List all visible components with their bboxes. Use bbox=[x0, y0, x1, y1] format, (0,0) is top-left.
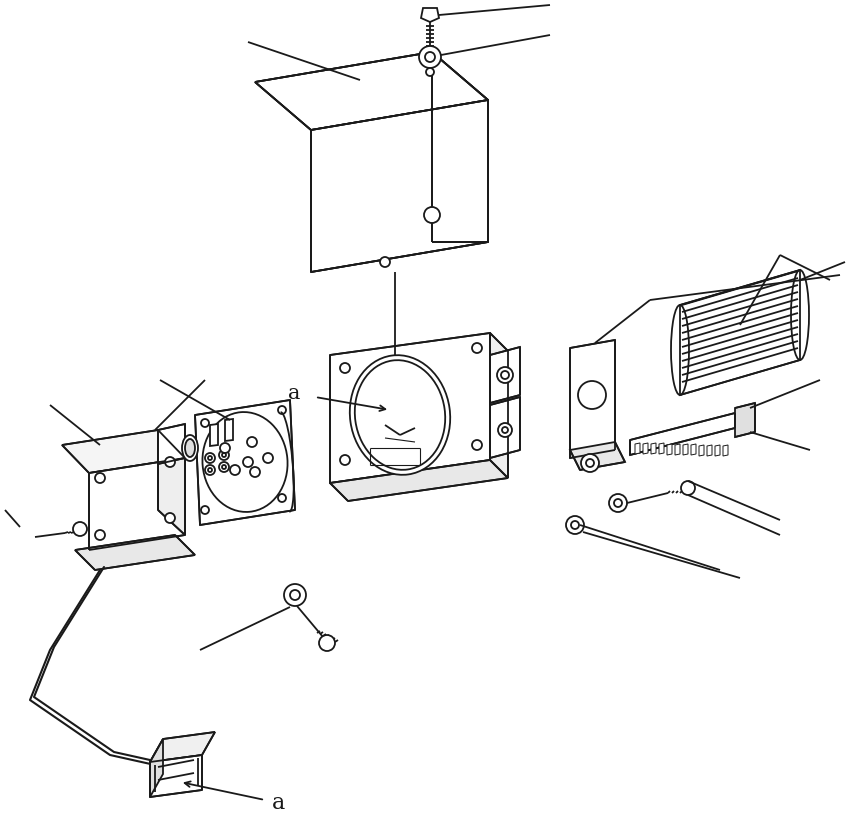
Polygon shape bbox=[490, 333, 508, 478]
Polygon shape bbox=[210, 424, 218, 446]
Ellipse shape bbox=[791, 270, 809, 360]
Polygon shape bbox=[570, 442, 625, 470]
Circle shape bbox=[95, 530, 105, 540]
Circle shape bbox=[208, 468, 212, 472]
Circle shape bbox=[250, 467, 260, 477]
Circle shape bbox=[497, 367, 513, 383]
Polygon shape bbox=[311, 100, 488, 272]
Circle shape bbox=[222, 453, 226, 457]
Polygon shape bbox=[723, 445, 728, 456]
Circle shape bbox=[290, 590, 300, 600]
Polygon shape bbox=[158, 424, 185, 464]
Polygon shape bbox=[432, 52, 488, 242]
Circle shape bbox=[208, 456, 212, 460]
Text: a: a bbox=[272, 792, 286, 814]
Circle shape bbox=[426, 68, 434, 76]
Circle shape bbox=[165, 513, 175, 523]
Circle shape bbox=[571, 521, 579, 529]
Polygon shape bbox=[675, 444, 680, 455]
Circle shape bbox=[205, 453, 215, 463]
Polygon shape bbox=[707, 445, 712, 456]
Polygon shape bbox=[311, 100, 488, 272]
Circle shape bbox=[73, 522, 87, 536]
Polygon shape bbox=[89, 458, 185, 550]
Polygon shape bbox=[490, 397, 520, 458]
Circle shape bbox=[424, 207, 440, 223]
Circle shape bbox=[614, 499, 622, 507]
Circle shape bbox=[498, 423, 512, 437]
Circle shape bbox=[205, 465, 215, 475]
Circle shape bbox=[340, 455, 350, 465]
Polygon shape bbox=[62, 430, 185, 473]
Polygon shape bbox=[255, 52, 488, 130]
Polygon shape bbox=[255, 52, 488, 130]
Polygon shape bbox=[75, 535, 195, 570]
Polygon shape bbox=[490, 347, 520, 403]
Circle shape bbox=[586, 459, 594, 467]
Circle shape bbox=[278, 406, 286, 414]
Polygon shape bbox=[667, 444, 672, 455]
Circle shape bbox=[201, 506, 209, 514]
Circle shape bbox=[380, 257, 390, 267]
Circle shape bbox=[425, 52, 435, 62]
Circle shape bbox=[501, 371, 509, 379]
Circle shape bbox=[566, 516, 584, 534]
Circle shape bbox=[222, 465, 226, 469]
Polygon shape bbox=[195, 400, 295, 525]
Circle shape bbox=[340, 363, 350, 373]
Polygon shape bbox=[630, 413, 735, 455]
Polygon shape bbox=[432, 52, 488, 242]
Circle shape bbox=[201, 419, 209, 427]
Ellipse shape bbox=[182, 435, 198, 461]
Circle shape bbox=[502, 427, 508, 433]
Polygon shape bbox=[691, 444, 696, 455]
Polygon shape bbox=[150, 739, 163, 797]
Polygon shape bbox=[651, 443, 656, 454]
Circle shape bbox=[681, 481, 695, 495]
Circle shape bbox=[278, 494, 286, 502]
Polygon shape bbox=[421, 8, 439, 22]
Ellipse shape bbox=[185, 439, 195, 457]
Ellipse shape bbox=[350, 355, 451, 475]
Circle shape bbox=[581, 454, 599, 472]
Polygon shape bbox=[225, 419, 233, 441]
Circle shape bbox=[472, 440, 482, 450]
Polygon shape bbox=[683, 444, 688, 455]
Polygon shape bbox=[635, 443, 640, 454]
Polygon shape bbox=[158, 430, 185, 535]
Circle shape bbox=[95, 473, 105, 483]
Polygon shape bbox=[715, 445, 720, 456]
Circle shape bbox=[243, 457, 253, 467]
Polygon shape bbox=[659, 443, 664, 454]
Circle shape bbox=[165, 457, 175, 467]
Circle shape bbox=[230, 465, 240, 475]
Circle shape bbox=[472, 343, 482, 353]
Polygon shape bbox=[150, 755, 202, 797]
Circle shape bbox=[578, 381, 606, 409]
Circle shape bbox=[284, 584, 306, 606]
Text: a: a bbox=[287, 384, 300, 403]
Ellipse shape bbox=[203, 412, 287, 512]
Circle shape bbox=[220, 443, 230, 453]
Polygon shape bbox=[680, 270, 800, 395]
Circle shape bbox=[263, 453, 273, 463]
Circle shape bbox=[609, 494, 627, 512]
Polygon shape bbox=[735, 403, 755, 437]
Polygon shape bbox=[330, 460, 508, 501]
Circle shape bbox=[419, 46, 441, 68]
Polygon shape bbox=[150, 732, 215, 762]
Polygon shape bbox=[570, 340, 615, 458]
Polygon shape bbox=[699, 445, 704, 456]
Polygon shape bbox=[643, 443, 648, 454]
Ellipse shape bbox=[671, 305, 689, 395]
Circle shape bbox=[247, 437, 257, 447]
Circle shape bbox=[219, 462, 229, 472]
Circle shape bbox=[219, 450, 229, 460]
Polygon shape bbox=[330, 333, 490, 483]
Circle shape bbox=[319, 635, 335, 651]
